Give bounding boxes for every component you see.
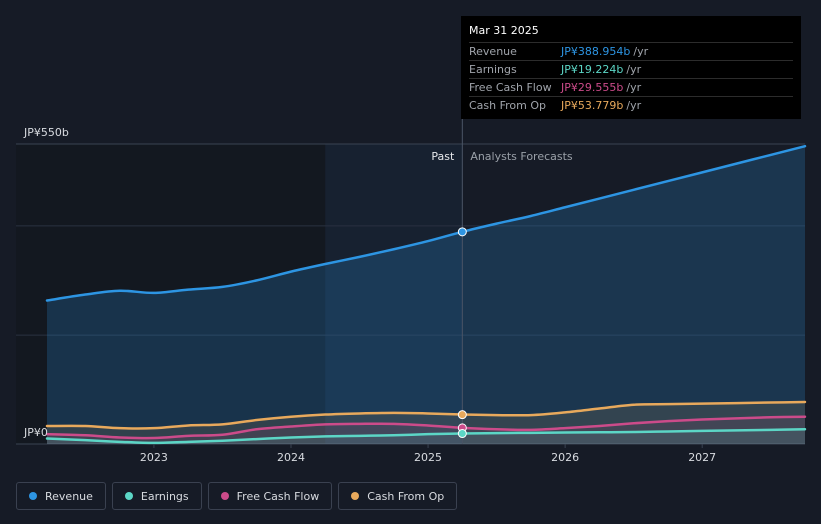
area-revenue bbox=[47, 146, 805, 444]
legend-dot-icon bbox=[351, 492, 360, 500]
tooltip-value: JP¥53.779b bbox=[561, 99, 624, 112]
legend: Revenue Earnings Free Cash Flow Cash Fro… bbox=[16, 482, 458, 510]
tooltip-row-free-cash-flow: Free Cash Flow JP¥29.555b /yr bbox=[469, 78, 793, 96]
legend-item-cash-from-op[interactable]: Cash From Op bbox=[338, 482, 458, 510]
series-areas bbox=[47, 146, 805, 444]
x-tick-label: 2025 bbox=[414, 451, 442, 464]
line-revenue bbox=[45, 144, 807, 302]
y-axis-top-label: JP¥550b bbox=[23, 126, 69, 139]
x-tick-label: 2024 bbox=[277, 451, 305, 464]
legend-dot-icon bbox=[124, 492, 133, 500]
marker-revenue bbox=[457, 227, 467, 237]
tooltip-unit: /yr bbox=[626, 99, 642, 112]
x-axis-ticks: 2023 2024 2025 2026 2027 bbox=[140, 444, 716, 464]
past-label: Past bbox=[431, 150, 455, 163]
tooltip-row-cash-from-op: Cash From Op JP¥53.779b /yr bbox=[469, 96, 793, 114]
y-axis-bottom-label: JP¥0 bbox=[23, 426, 48, 439]
area-fcf bbox=[47, 416, 805, 444]
line-fcf bbox=[45, 415, 807, 440]
tooltip-row-revenue: Revenue JP¥388.954b /yr bbox=[469, 42, 793, 60]
tooltip-label: Cash From Op bbox=[469, 99, 547, 112]
legend-label: Free Cash Flow bbox=[236, 489, 320, 503]
forecast-label: Analysts Forecasts bbox=[470, 150, 573, 163]
tooltip-unit: /yr bbox=[626, 81, 642, 94]
past-shaded-background bbox=[325, 144, 463, 444]
tooltip-label: Earnings bbox=[469, 63, 517, 76]
marker-earnings bbox=[457, 429, 467, 439]
line-earnings bbox=[45, 428, 807, 445]
tooltip-label: Free Cash Flow bbox=[469, 81, 552, 94]
x-tick-label: 2027 bbox=[688, 451, 716, 464]
x-tick-label: 2026 bbox=[551, 451, 579, 464]
legend-label: Revenue bbox=[45, 489, 93, 503]
legend-dot-icon bbox=[29, 492, 37, 500]
tooltip-label: Revenue bbox=[469, 45, 517, 58]
tooltip-value: JP¥388.954b bbox=[561, 45, 631, 58]
marker-cfo bbox=[457, 410, 467, 420]
series-lines bbox=[45, 144, 807, 445]
legend-item-free-cash-flow[interactable]: Free Cash Flow bbox=[207, 482, 333, 510]
highlight-markers bbox=[457, 227, 467, 439]
x-tick-label: 2023 bbox=[140, 451, 168, 464]
tooltip-value: JP¥19.224b bbox=[561, 63, 624, 76]
tooltip-unit: /yr bbox=[633, 45, 649, 58]
legend-label: Earnings bbox=[140, 489, 189, 503]
legend-dot-icon bbox=[220, 492, 229, 500]
tooltip-row-earnings: Earnings JP¥19.224b /yr bbox=[469, 60, 793, 78]
legend-label: Cash From Op bbox=[367, 489, 445, 503]
tooltip: Mar 31 2025 Revenue JP¥388.954b /yr Earn… bbox=[461, 16, 801, 119]
legend-item-earnings[interactable]: Earnings bbox=[111, 482, 202, 510]
tooltip-date: Mar 31 2025 bbox=[469, 24, 539, 37]
line-cfo bbox=[45, 400, 807, 430]
tooltip-unit: /yr bbox=[626, 63, 642, 76]
legend-item-revenue[interactable]: Revenue bbox=[16, 482, 106, 510]
tooltip-value: JP¥29.555b bbox=[561, 81, 624, 94]
